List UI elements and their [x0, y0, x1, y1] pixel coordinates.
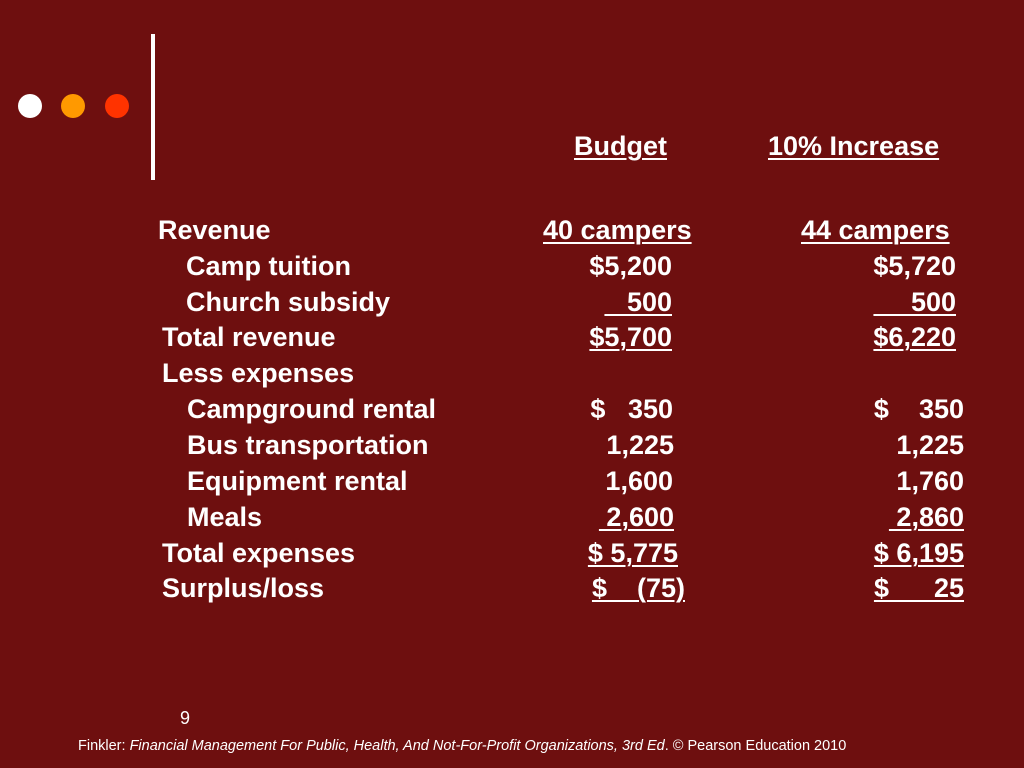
- decorative-dot-white: [18, 94, 42, 118]
- footer-book-title: Financial Management For Public, Health,…: [129, 738, 665, 754]
- subheader-40-campers: 40 campers: [543, 215, 692, 245]
- row-label-less-expenses: Less expenses: [162, 358, 355, 388]
- bus-transportation-increase: 1,225: [896, 430, 964, 460]
- campground-rental-increase: $ 350: [873, 394, 964, 424]
- equipment-rental-increase: 1,760: [896, 466, 964, 496]
- bus-transportation-budget: 1,225: [606, 430, 674, 460]
- row-label-campground-rental: Campground rental: [187, 394, 437, 424]
- row-label-meals: Meals: [187, 502, 263, 532]
- row-label-church-subsidy: Church subsidy: [186, 287, 391, 317]
- footer-citation: Finkler: Financial Management For Public…: [78, 736, 846, 756]
- decorative-vertical-line: [151, 34, 155, 180]
- church-subsidy-increase: 500: [873, 287, 956, 317]
- camp-tuition-increase: $5,720: [873, 251, 956, 281]
- subheader-44-campers: 44 campers: [801, 215, 950, 245]
- row-label-camp-tuition: Camp tuition: [186, 251, 351, 281]
- church-subsidy-budget: 500: [604, 287, 672, 317]
- row-label-total-expenses: Total expenses: [162, 538, 356, 568]
- camp-tuition-budget: $5,200: [589, 251, 672, 281]
- footer-prefix: Finkler:: [78, 738, 130, 754]
- total-expenses-budget: $ 5,775: [587, 538, 678, 568]
- row-label-total-revenue: Total revenue: [162, 322, 336, 352]
- decorative-dot-red: [105, 94, 129, 118]
- meals-budget: 2,600: [598, 502, 674, 532]
- meals-increase: 2,860: [888, 502, 964, 532]
- surplus-loss-budget: $ (75): [591, 573, 685, 603]
- total-revenue-budget: $5,700: [589, 322, 672, 352]
- row-label-surplus-loss: Surplus/loss: [162, 573, 325, 603]
- column-header-increase: 10% Increase: [768, 131, 940, 161]
- row-label-bus-transportation: Bus transportation: [187, 430, 429, 460]
- campground-rental-budget: $ 350: [590, 394, 673, 424]
- equipment-rental-budget: 1,600: [605, 466, 673, 496]
- surplus-loss-increase: $ 25: [873, 573, 964, 603]
- total-expenses-increase: $ 6,195: [873, 538, 964, 568]
- slide-number: 9: [180, 708, 191, 728]
- total-revenue-increase: $6,220: [873, 322, 956, 352]
- revenue-label: Revenue: [158, 215, 271, 245]
- row-label-equipment-rental: Equipment rental: [187, 466, 408, 496]
- footer-suffix: . © Pearson Education 2010: [664, 738, 847, 754]
- decorative-dot-orange: [61, 94, 85, 118]
- column-header-budget: Budget: [574, 131, 667, 161]
